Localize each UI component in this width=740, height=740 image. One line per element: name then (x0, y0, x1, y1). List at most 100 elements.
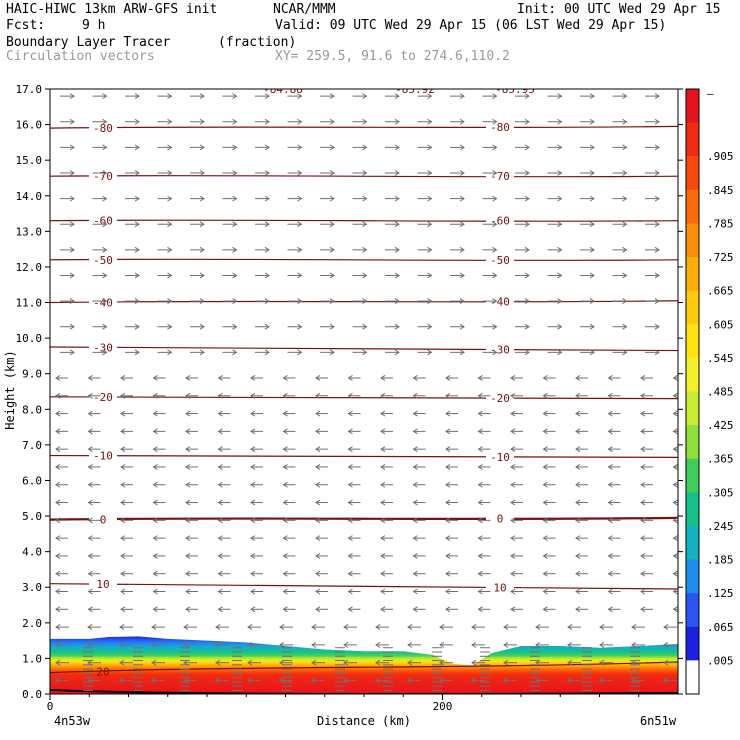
vector-head (232, 195, 238, 202)
vector-head (412, 428, 418, 435)
vector-head (510, 446, 516, 453)
x-tick-label: 200 (433, 700, 453, 713)
vector-head (120, 464, 126, 470)
vector-head (524, 118, 530, 125)
vector-head (185, 588, 191, 595)
vector-head (315, 535, 321, 542)
y-tick-label: 7.0 (22, 439, 42, 452)
vector-head (329, 195, 335, 202)
isotherm-label-bg (486, 392, 514, 405)
vector-head (607, 499, 613, 506)
vector-head (215, 624, 221, 631)
vector-head (134, 272, 140, 279)
vector-head (102, 272, 108, 279)
vector-head (217, 517, 223, 524)
vector-head (607, 517, 613, 524)
vector-head (607, 375, 613, 381)
colorbar-segment (686, 156, 699, 191)
vector-head (120, 428, 126, 435)
vector-head (329, 323, 335, 330)
vector-head (311, 659, 317, 666)
vector-head (477, 410, 483, 417)
y-tick-label: 6.0 (22, 474, 42, 487)
vector-head (134, 221, 140, 228)
vector-head (589, 323, 595, 330)
vector-head (329, 144, 335, 151)
y-tick-label: 14.0 (16, 190, 43, 203)
vector-head (459, 323, 465, 330)
vector-head (492, 246, 498, 253)
vector-head (575, 392, 581, 399)
vector-head (394, 349, 400, 356)
vector-head (459, 93, 465, 100)
vector-head (362, 246, 368, 253)
vector-head (445, 410, 451, 417)
colorbar-segment (686, 525, 699, 561)
vector-head (640, 410, 646, 417)
vector-head (477, 517, 483, 524)
vector-head (232, 221, 238, 228)
vector-head (362, 170, 368, 176)
vector-head (622, 221, 628, 228)
vector-head (654, 195, 660, 202)
vector-head (250, 570, 256, 577)
vector-head (492, 170, 498, 176)
colorbar-segment (686, 559, 699, 594)
vector-head (640, 375, 646, 381)
vector-head (471, 659, 477, 666)
colorbar-segment (686, 492, 699, 527)
vector-head (631, 624, 637, 631)
colorbar-label: .605 (707, 318, 734, 331)
y-tick-label: 1.0 (22, 652, 42, 665)
vector-head (557, 144, 563, 151)
vector-head (264, 298, 270, 305)
vector-head (215, 659, 221, 666)
vector-head (264, 195, 270, 202)
vector-head (329, 272, 335, 279)
colorbar-segment (686, 189, 699, 224)
vector-head (492, 118, 498, 125)
vector-head (167, 349, 173, 356)
vector-head (575, 464, 581, 470)
vector-head (672, 375, 678, 381)
vector-head (407, 677, 413, 684)
vector-head (250, 428, 256, 435)
vector-head (524, 195, 530, 202)
vector-head (492, 323, 498, 330)
vector-head (575, 375, 581, 381)
vector-head (622, 349, 628, 356)
vector-head (199, 221, 205, 228)
vector-head (524, 323, 530, 330)
vector-head (575, 410, 581, 417)
vector-head (87, 588, 93, 595)
isotherm-label-bg (89, 390, 117, 403)
vector-head (427, 118, 433, 125)
vector-head (315, 570, 321, 577)
vector-head (119, 624, 125, 631)
vector-head (445, 552, 451, 559)
vector-head (199, 323, 205, 330)
vector-head (232, 272, 238, 279)
vector-head (589, 144, 595, 151)
vector-head (55, 535, 61, 542)
vector-head (55, 428, 61, 435)
vector-head (477, 392, 483, 399)
vector-head (87, 624, 93, 631)
vector-head (622, 144, 628, 151)
vector-head (282, 588, 288, 595)
isotherm-label: 10 (493, 582, 506, 595)
isotherm-label: -30 (93, 341, 113, 354)
vector-head (134, 118, 140, 125)
vector-head (217, 392, 223, 399)
vector-head (524, 246, 530, 253)
vector-head (477, 481, 483, 488)
vector-head (607, 535, 613, 542)
vector-head (87, 481, 93, 488)
vector-head (672, 481, 678, 488)
vector-head (557, 170, 563, 176)
vector-head (87, 499, 93, 506)
vector-head (510, 570, 516, 577)
vector-head (120, 517, 126, 524)
vector-head (654, 144, 660, 151)
